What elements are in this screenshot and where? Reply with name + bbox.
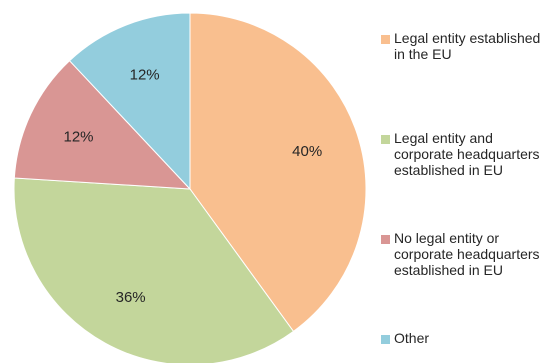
legend-swatch <box>381 35 390 44</box>
slice-value-label-legal-entity-eu: 40% <box>292 143 322 160</box>
pie-slice-labels: 40% 36% 12% 12% <box>64 66 323 306</box>
legend-swatch <box>381 135 390 144</box>
pie-slice-legal-entity-eu <box>189 12 367 333</box>
legend-swatch <box>381 235 390 244</box>
slice-value-label-other: 12% <box>130 66 160 83</box>
legend-label: Legal entity established in the EU <box>394 30 541 62</box>
pie-slices <box>13 12 367 363</box>
pie-slice-legal-entity-and-hq-eu <box>13 177 295 363</box>
legend-label: No legal entity or corporate headquarter… <box>394 230 540 278</box>
slice-value-label-legal-entity-and-hq-eu: 36% <box>116 289 146 306</box>
legend-label: Other <box>394 330 430 346</box>
slice-value-label-no-legal-entity: 12% <box>64 129 94 146</box>
legend-swatch <box>381 335 390 344</box>
pie-slice-no-legal-entity <box>13 59 192 190</box>
legend-label: Legal entity and corporate headquarters … <box>394 130 540 178</box>
pie-slice-other <box>68 12 191 191</box>
